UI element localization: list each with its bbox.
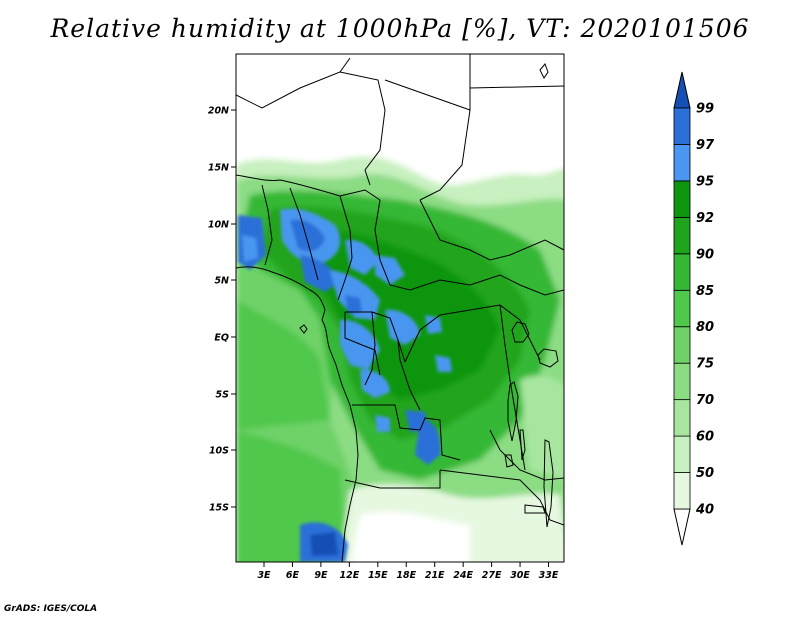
colorbar-band	[673, 180, 691, 218]
lon-tick-label: 3E	[257, 570, 271, 581]
lat-tick-label: 15N	[208, 163, 229, 174]
colorbar-band	[673, 435, 691, 473]
lat-tick-label: 15S	[209, 503, 229, 514]
lon-tick-label: 6E	[286, 570, 300, 581]
colorbar-band	[673, 399, 691, 437]
colorbar-label: 97	[696, 138, 715, 153]
lon-tick-label: 27E	[482, 570, 502, 581]
longitude-axis: 3E 6E 9E 12E 15E 18E 21E 24E 27E 30E 33E	[257, 562, 559, 581]
lat-tick-label: 5S	[216, 390, 230, 401]
colorbar-label: 95	[696, 174, 714, 189]
colorbar-band	[673, 107, 691, 145]
latitude-axis: 20N 15N 10N 5N EQ 5S 10S 15S	[208, 106, 236, 514]
lat-tick-label: 5N	[214, 276, 229, 287]
lon-tick-label: 30E	[510, 570, 530, 581]
lat-tick-label: 20N	[208, 106, 229, 117]
colorbar-label: 60	[696, 430, 714, 445]
lon-tick-label: 24E	[453, 570, 473, 581]
colorbar: 40 50 60 70 75 80 85 90 92 95 97 99	[673, 71, 715, 546]
lat-tick-label: 10S	[209, 446, 229, 457]
colorbar-band	[673, 289, 691, 328]
coastlines-borders	[236, 54, 564, 562]
colorbar-band	[673, 253, 691, 291]
colorbar-under-arrow	[673, 508, 691, 546]
colorbar-over-arrow	[673, 71, 691, 109]
map-frame	[235, 53, 565, 563]
lon-tick-label: 15E	[368, 570, 388, 581]
colorbar-band	[673, 326, 691, 364]
colorbar-label: 70	[696, 393, 714, 408]
lat-tick-label: 10N	[208, 220, 229, 231]
credit-text: GrADS: IGES/COLA	[4, 604, 98, 614]
lon-tick-label: 33E	[539, 570, 559, 581]
colorbar-band	[673, 216, 691, 255]
colorbar-label: 40	[695, 503, 714, 518]
humidity-field	[236, 54, 564, 562]
lon-tick-label: 18E	[396, 570, 416, 581]
lat-tick-label: EQ	[214, 333, 229, 344]
lon-tick-label: 21E	[425, 570, 445, 581]
map-title: Relative humidity at 1000hPa [%], VT: 20…	[50, 14, 750, 43]
colorbar-label: 90	[696, 247, 714, 262]
colorbar-label: 85	[696, 284, 714, 299]
colorbar-label: 92	[696, 211, 714, 226]
colorbar-label: 75	[696, 357, 714, 372]
colorbar-band	[673, 144, 691, 182]
colorbar-band	[673, 472, 691, 510]
lon-tick-label: 9E	[314, 570, 328, 581]
lon-tick-label: 12E	[339, 570, 359, 581]
colorbar-label: 80	[696, 320, 714, 335]
colorbar-band	[673, 362, 691, 401]
colorbar-label: 99	[696, 102, 714, 117]
colorbar-label: 50	[696, 466, 714, 481]
